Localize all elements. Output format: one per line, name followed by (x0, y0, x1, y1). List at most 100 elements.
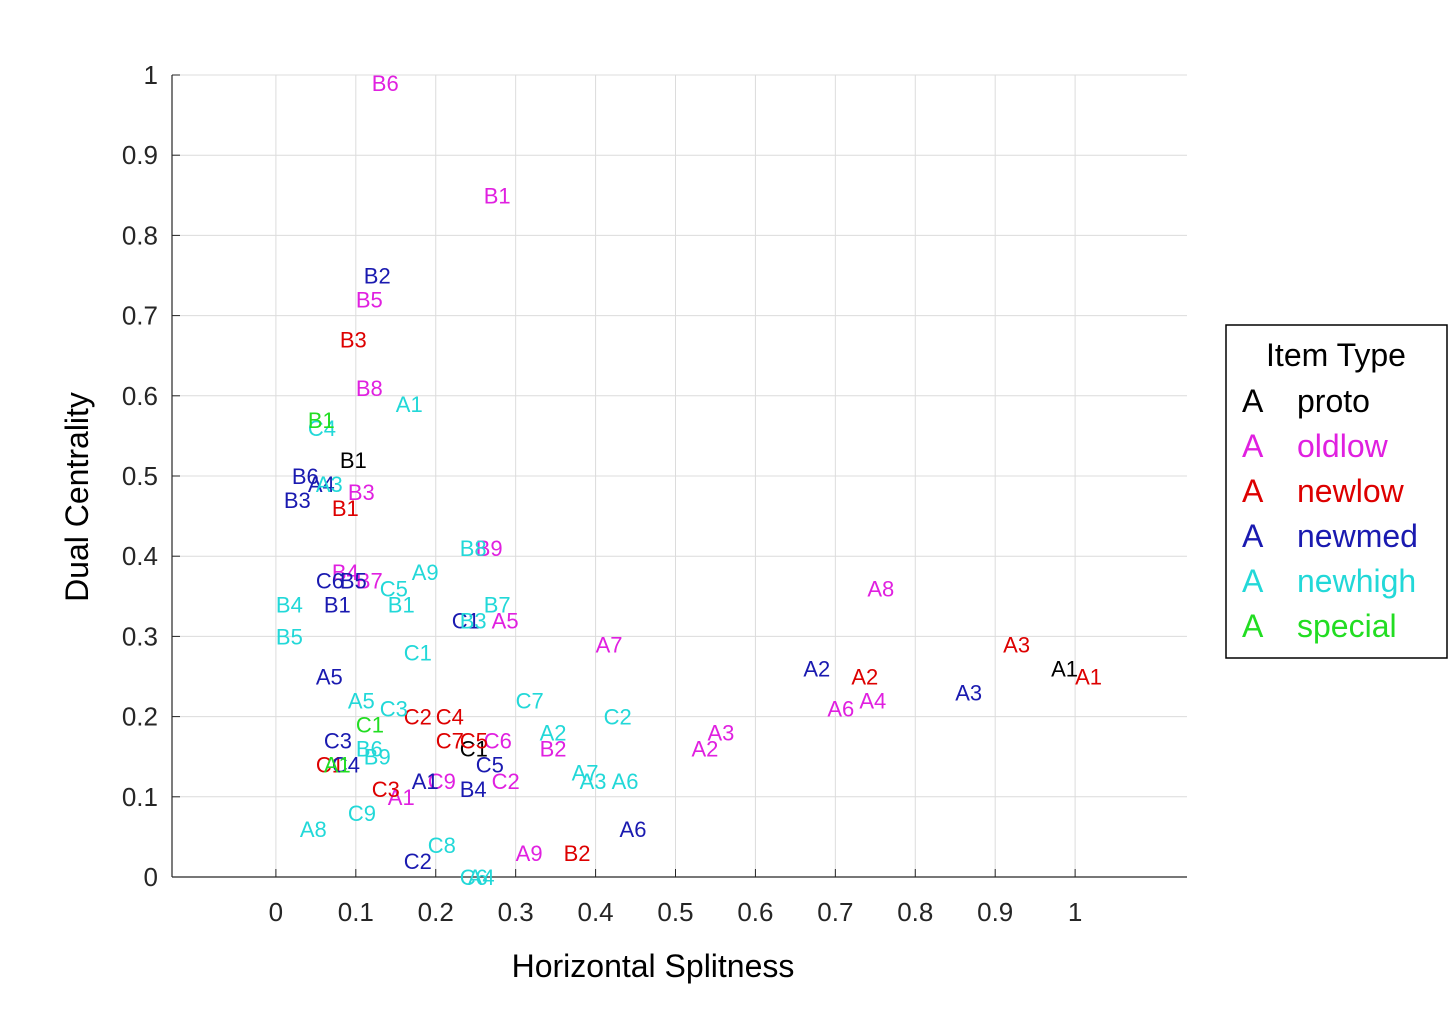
data-point-label: A2 (803, 656, 830, 681)
data-point-label: B6 (356, 737, 383, 762)
y-axis-title: Dual Centrality (59, 392, 95, 602)
data-point-label: B1 (484, 183, 511, 208)
data-point-label: B1 (332, 496, 359, 521)
data-point-label: C6 (316, 568, 344, 593)
x-tick-label: 0.8 (897, 897, 933, 927)
data-point-label: A4 (468, 865, 495, 890)
x-tick-label: 0.2 (418, 897, 454, 927)
data-point-label: C1 (452, 608, 480, 633)
data-point-label: B1 (340, 448, 367, 473)
data-point-label: B1 (324, 592, 351, 617)
series-proto: B1 A1 C1 (340, 448, 1078, 762)
legend-entry-newmed: newmed (1297, 518, 1418, 554)
legend-marker-newlow: A (1242, 473, 1264, 509)
data-point-label: C1 (404, 640, 432, 665)
data-point-label: A1 (388, 785, 415, 810)
data-point-label: C8 (428, 833, 456, 858)
data-point-label: B2 (564, 841, 591, 866)
y-tick-label: 0.4 (122, 541, 158, 571)
data-point-label: B5 (356, 288, 383, 313)
data-point-label: A5 (348, 689, 375, 714)
data-point-label: B4 (332, 560, 359, 585)
data-point-label: A1 (1051, 656, 1078, 681)
y-tick-label: 0.9 (122, 140, 158, 170)
data-point-label: C3 (324, 729, 352, 754)
data-point-label: B8 (460, 536, 487, 561)
data-point-label: A8 (867, 576, 894, 601)
axes (171, 74, 1187, 878)
x-tick-label: 1 (1068, 897, 1082, 927)
x-tick-label: 0 (269, 897, 283, 927)
data-point-label: A5 (492, 608, 519, 633)
y-tick-label: 0.8 (122, 220, 158, 250)
data-point-label: B1 (388, 592, 415, 617)
data-point-label: A4 (859, 689, 886, 714)
data-point-label: A2 (540, 721, 567, 746)
x-tick-label: 0.5 (657, 897, 693, 927)
data-point-label: A2 (691, 737, 718, 762)
data-point-label: A3 (955, 681, 982, 706)
data-point-label: B5 (276, 624, 303, 649)
data-point-label: A7 (596, 632, 623, 657)
data-point-label: A1 (412, 769, 439, 794)
y-tick-label: 0 (144, 862, 158, 892)
data-point-label: C7 (436, 729, 464, 754)
data-point-label: C4 (308, 416, 336, 441)
data-point-label: B8 (356, 376, 383, 401)
data-point-label: C3 (380, 697, 408, 722)
legend-box (1225, 324, 1448, 659)
data-point-label: C6 (484, 729, 512, 754)
x-tick-label: 0.3 (498, 897, 534, 927)
y-tick-label: 0.7 (122, 301, 158, 331)
data-point-label: A6 (827, 697, 854, 722)
data-point-label: C1 (460, 737, 488, 762)
x-tick-label: 0.6 (737, 897, 773, 927)
x-tick-label: 0.4 (578, 897, 614, 927)
data-point-label: C4 (436, 705, 464, 730)
legend-entry-newhigh: newhigh (1297, 563, 1416, 599)
data-point-label: B2 (540, 737, 567, 762)
data-point-label: A3 (316, 472, 343, 497)
data-point-label: C7 (516, 689, 544, 714)
data-point-label: A3 (1003, 632, 1030, 657)
legend-marker-special: A (1242, 608, 1264, 644)
data-point-label: A7 (572, 761, 599, 786)
data-point-label: C2 (404, 705, 432, 730)
data-point-label: B9 (476, 536, 503, 561)
data-point-label: B3 (284, 488, 311, 513)
legend-entry-oldlow: oldlow (1297, 428, 1389, 464)
data-point-label: C1 (316, 753, 344, 778)
data-point-label: A1 (396, 392, 423, 417)
data-point-label: C9 (348, 801, 376, 826)
data-point-label: B7 (356, 568, 383, 593)
data-point-label: B5 (340, 568, 367, 593)
data-point-label: B7 (484, 592, 511, 617)
data-point-label: B9 (364, 745, 391, 770)
x-axis-title: Horizontal Splitness (512, 948, 795, 984)
data-point-label: C1 (356, 713, 384, 738)
y-tick-label: 0.2 (122, 702, 158, 732)
data-point-label: B3 (348, 480, 375, 505)
grid-lines (172, 74, 1187, 878)
data-point-label: B6 (292, 464, 319, 489)
y-tick-label: 0.1 (122, 782, 158, 812)
legend-title: Item Type (1266, 337, 1406, 373)
y-tick-label: 1 (144, 60, 158, 90)
data-point-label: C6 (460, 865, 488, 890)
data-point-label: C3 (372, 777, 400, 802)
data-point-label: B1 (308, 408, 335, 433)
data-point-label: A4 (308, 472, 335, 497)
data-point-label: B3 (340, 328, 367, 353)
data-point-label: A3 (580, 769, 607, 794)
legend-entry-special: special (1297, 608, 1397, 644)
data-point-label: A6 (612, 769, 639, 794)
y-tick-label: 0.5 (122, 461, 158, 491)
data-point-label: B4 (276, 592, 303, 617)
data-point-label: A5 (316, 665, 343, 690)
